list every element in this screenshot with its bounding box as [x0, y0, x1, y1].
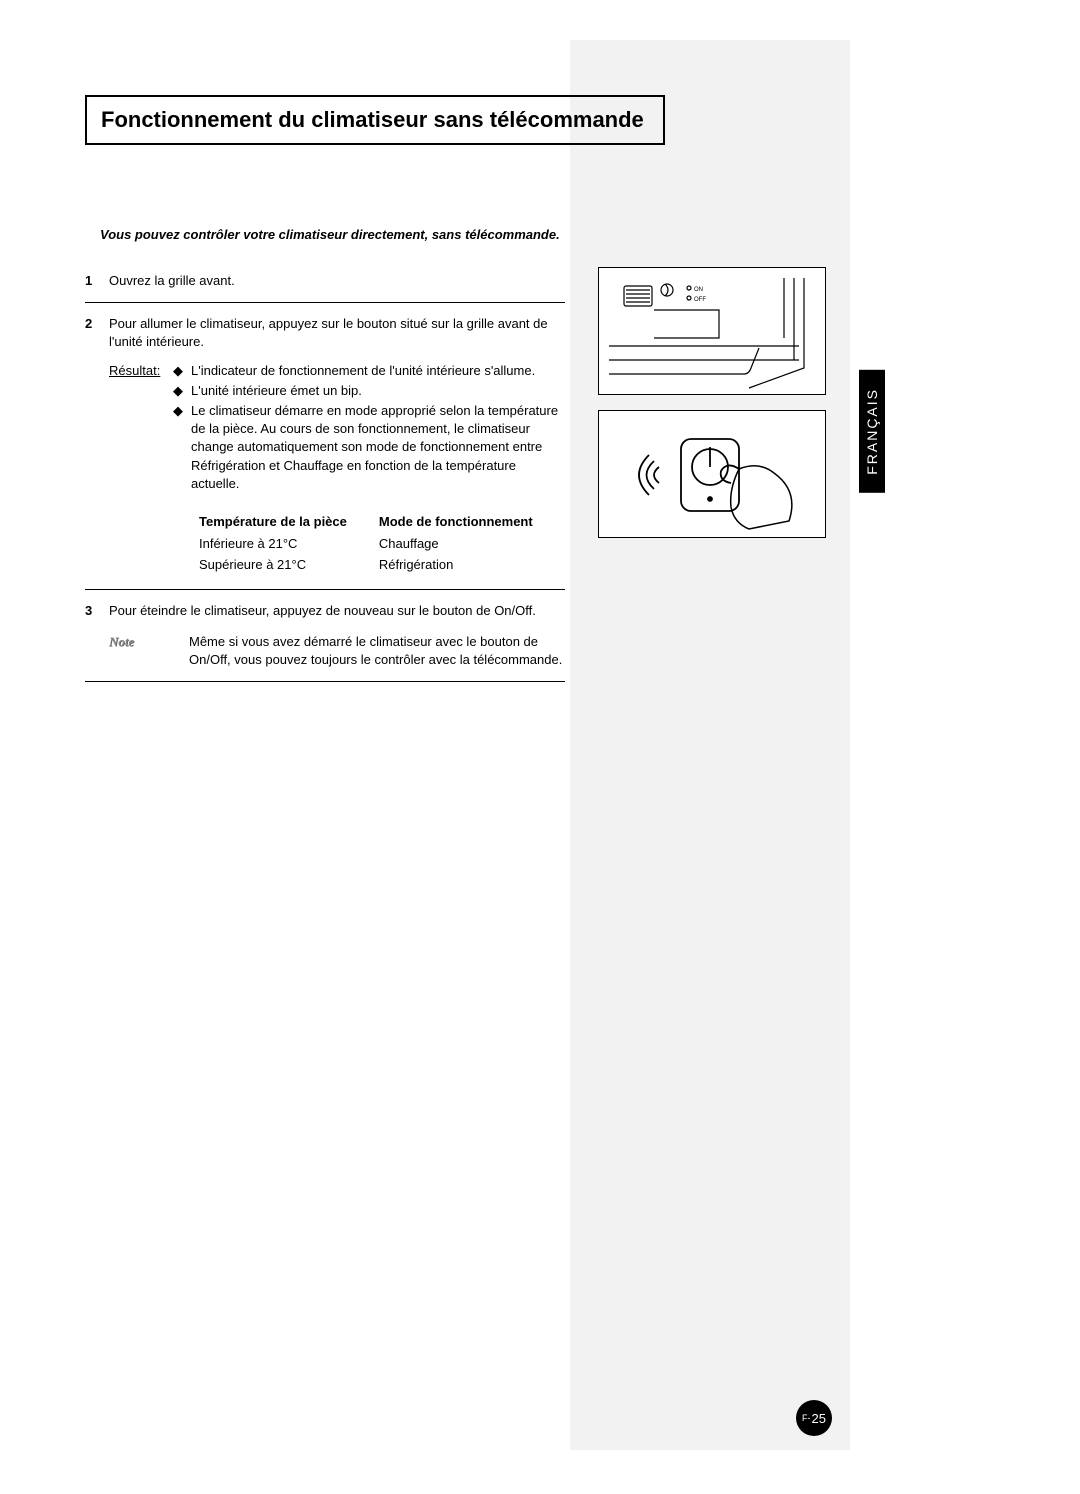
svg-text:OFF: OFF — [694, 297, 706, 303]
step-2-number: 2 — [85, 315, 109, 577]
step-2-text: Pour allumer le climatiseur, appuyez sur… — [109, 315, 565, 351]
step-1-text: Ouvrez la grille avant. — [109, 272, 565, 290]
step-2: 2 Pour allumer le climatiseur, appuyez s… — [85, 303, 565, 590]
bullet-icon: ◆ — [173, 362, 191, 380]
bullet-icon: ◆ — [173, 382, 191, 400]
page-title: Fonctionnement du climatiseur sans téléc… — [101, 107, 649, 133]
note-label: Note — [109, 633, 189, 669]
bullet-icon: ◆ — [173, 402, 191, 493]
note-text: Même si vous avez démarré le climatiseur… — [189, 633, 565, 669]
mode-table-r2c1: Supérieure à 21°C — [199, 556, 377, 575]
mode-table-h1: Température de la pièce — [199, 513, 377, 533]
side-gray-band — [570, 40, 850, 1450]
mode-table-r1c2: Chauffage — [379, 535, 563, 554]
language-tab: FRANÇAIS — [859, 370, 885, 493]
bullet-1: L'indicateur de fonctionnement de l'unit… — [191, 362, 535, 380]
page-number-badge: F-25 — [796, 1400, 832, 1436]
result-label: Résultat: — [109, 362, 173, 493]
step-3: 3 Pour éteindre le climatiseur, appuyez … — [85, 590, 565, 682]
mode-table-h2: Mode de fonctionnement — [379, 513, 563, 533]
step-3-text: Pour éteindre le climatiseur, appuyez de… — [109, 602, 565, 620]
page-number: 25 — [812, 1411, 826, 1426]
page-prefix: F- — [802, 1413, 811, 1423]
steps-container: 1 Ouvrez la grille avant. 2 Pour allumer… — [85, 260, 565, 682]
intro-text: Vous pouvez contrôler votre climatiseur … — [100, 227, 560, 242]
step-1: 1 Ouvrez la grille avant. — [85, 260, 565, 303]
result-bullets: ◆ L'indicateur de fonctionnement de l'un… — [173, 362, 565, 493]
figure-grille-corner: ON OFF — [598, 267, 826, 395]
mode-table: Température de la pièce Mode de fonction… — [197, 511, 565, 578]
page-title-box: Fonctionnement du climatiseur sans téléc… — [85, 95, 665, 145]
svg-text:ON: ON — [694, 287, 703, 293]
figure-power-button-hand — [598, 410, 826, 538]
step-1-number: 1 — [85, 272, 109, 290]
step-3-number: 3 — [85, 602, 109, 620]
bullet-3: Le climatiseur démarre en mode approprié… — [191, 402, 565, 493]
mode-table-r2c2: Réfrigération — [379, 556, 563, 575]
bullet-2: L'unité intérieure émet un bip. — [191, 382, 362, 400]
mode-table-r1c1: Inférieure à 21°C — [199, 535, 377, 554]
